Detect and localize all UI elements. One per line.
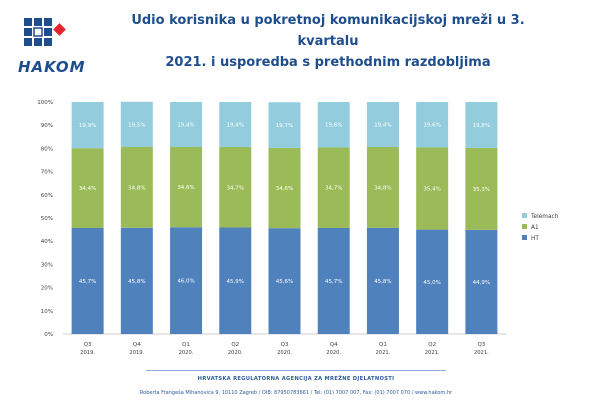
hakom-logo-text: HAKOM xyxy=(18,58,86,76)
bar-segment-telemach xyxy=(366,102,399,148)
y-tick-label: 60% xyxy=(41,193,53,199)
bar-segment-telemach xyxy=(268,102,301,148)
legend-label-a1: A1 xyxy=(531,225,539,231)
legend-swatch-a1 xyxy=(522,224,527,229)
x-tick-label-year: 2021. xyxy=(376,350,391,356)
legend-label-ht: HT xyxy=(531,236,539,242)
data-label-a1: 35,3% xyxy=(473,187,490,193)
data-label-telemach: 19,9% xyxy=(79,123,96,129)
footer-contact-info: Roberta Frangeša Mihanovića 9, 10110 Zag… xyxy=(139,390,453,396)
bar-segment-a1 xyxy=(120,147,153,228)
data-label-telemach: 19,4% xyxy=(177,123,194,129)
legend-label-telemach: Telemach xyxy=(530,214,559,220)
bar-segment-telemach xyxy=(317,102,350,148)
data-label-telemach: 19,4% xyxy=(374,123,391,129)
chart-title-line-2: 2021. i usporedba s prethodnim razdoblji… xyxy=(165,55,491,70)
bar-segment-a1 xyxy=(219,147,252,228)
hakom-logo: HAKOM xyxy=(18,16,90,76)
data-label-ht: 45,8% xyxy=(128,279,145,285)
data-label-a1: 34,7% xyxy=(227,185,244,191)
data-label-ht: 45,8% xyxy=(374,279,391,285)
x-tick-label-quarter: Q3 xyxy=(477,342,485,348)
data-label-ht: 46,0% xyxy=(177,279,194,285)
bar-segment-a1 xyxy=(170,147,203,228)
y-tick-label: 70% xyxy=(41,170,53,176)
y-tick-label: 80% xyxy=(41,146,53,152)
bar-segment-a1 xyxy=(317,147,350,228)
bar-segment-ht xyxy=(170,227,203,334)
data-label-ht: 45,6% xyxy=(276,279,293,285)
bar-segment-telemach xyxy=(465,102,498,148)
footer-divider xyxy=(146,370,446,371)
stacked-bar-chart: 0% 10% 20% 30% 40% 50% 60% 70% 80% 90% 100% 45,7% 34… xyxy=(37,100,559,356)
bar-segment-ht xyxy=(366,227,399,334)
x-tick-label-year: 2020. xyxy=(228,350,243,356)
bar-segment-telemach xyxy=(120,101,153,148)
chart-title: Udio korisnika u pokretnoj komunikacijsk… xyxy=(118,10,538,73)
x-tick-label-year: 2020. xyxy=(277,350,292,356)
data-label-ht: 44,9% xyxy=(473,280,490,286)
data-label-telemach: 19,8% xyxy=(473,123,490,129)
bar-segment-a1 xyxy=(416,147,449,230)
bar-segment-ht xyxy=(71,227,104,334)
bar-segment-ht xyxy=(465,229,498,334)
x-tick-label-year: 2020. xyxy=(326,350,341,356)
y-tick-label: 100% xyxy=(37,100,53,106)
bar-segment-telemach xyxy=(219,102,252,148)
y-tick-label: 90% xyxy=(41,123,53,129)
data-label-a1: 34,8% xyxy=(374,185,391,191)
data-label-telemach: 19,7% xyxy=(276,123,293,129)
data-label-telemach: 19,6% xyxy=(325,123,342,129)
bar-segment-ht xyxy=(416,229,449,334)
data-label-a1: 34,4% xyxy=(79,186,96,192)
data-label-ht: 45,7% xyxy=(325,279,342,285)
bar-segment-a1 xyxy=(366,147,399,228)
y-tick-label: 10% xyxy=(41,309,53,315)
data-label-telemach: 19,4% xyxy=(227,123,244,129)
x-tick-label-quarter: Q3 xyxy=(84,342,92,348)
y-tick-label: 0% xyxy=(44,332,53,338)
x-tick-label-year: 2021. xyxy=(425,350,440,356)
bar-segment-a1 xyxy=(465,147,498,230)
data-label-ht: 45,0% xyxy=(423,280,440,286)
x-tick-label-quarter: Q4 xyxy=(133,342,141,348)
x-tick-label-year: 2019. xyxy=(80,350,95,356)
y-tick-label: 50% xyxy=(41,216,53,222)
x-tick-label-year: 2019. xyxy=(129,350,144,356)
data-label-ht: 45,7% xyxy=(79,279,96,285)
y-tick-label: 30% xyxy=(41,262,53,268)
legend-swatch-ht xyxy=(522,235,527,240)
bar-segment-a1 xyxy=(71,148,104,228)
data-label-telemach: 19,5% xyxy=(128,122,145,128)
y-tick-label: 40% xyxy=(41,239,53,245)
bar-segment-ht xyxy=(268,228,301,334)
bar-segment-ht xyxy=(219,227,252,334)
x-tick-label-quarter: Q2 xyxy=(231,342,239,348)
bar-segment-a1 xyxy=(268,147,301,229)
hakom-logo-icon xyxy=(24,18,66,46)
x-tick-label-year: 2021. xyxy=(474,350,489,356)
data-label-telemach: 19,6% xyxy=(423,123,440,129)
x-tick-label-quarter: Q4 xyxy=(330,342,338,348)
data-label-a1: 34,6% xyxy=(276,186,293,192)
bar-segment-telemach xyxy=(71,102,104,149)
x-tick-label-quarter: Q1 xyxy=(379,342,387,348)
data-label-a1: 35,4% xyxy=(423,187,440,193)
bar-segment-telemach xyxy=(170,102,203,148)
y-tick-label: 20% xyxy=(41,286,53,292)
bar-segment-telemach xyxy=(416,102,449,148)
bar-segment-ht xyxy=(120,227,153,334)
data-label-a1: 34,8% xyxy=(128,185,145,191)
bar-segment-ht xyxy=(317,227,350,334)
footer-agency-name: HRVATSKA REGULATORNA AGENCIJA ZA MREŽNE … xyxy=(197,376,395,382)
chart-title-line-1: Udio korisnika u pokretnoj komunikacijsk… xyxy=(131,13,525,49)
x-tick-label-quarter: Q2 xyxy=(428,342,436,348)
data-label-a1: 34,6% xyxy=(177,185,194,191)
data-label-a1: 34,7% xyxy=(325,186,342,192)
legend-swatch-telemach xyxy=(522,213,527,218)
x-tick-label-year: 2020. xyxy=(179,350,194,356)
data-label-ht: 45,9% xyxy=(227,279,244,285)
x-tick-label-quarter: Q3 xyxy=(281,342,289,348)
x-tick-label-quarter: Q1 xyxy=(182,342,190,348)
